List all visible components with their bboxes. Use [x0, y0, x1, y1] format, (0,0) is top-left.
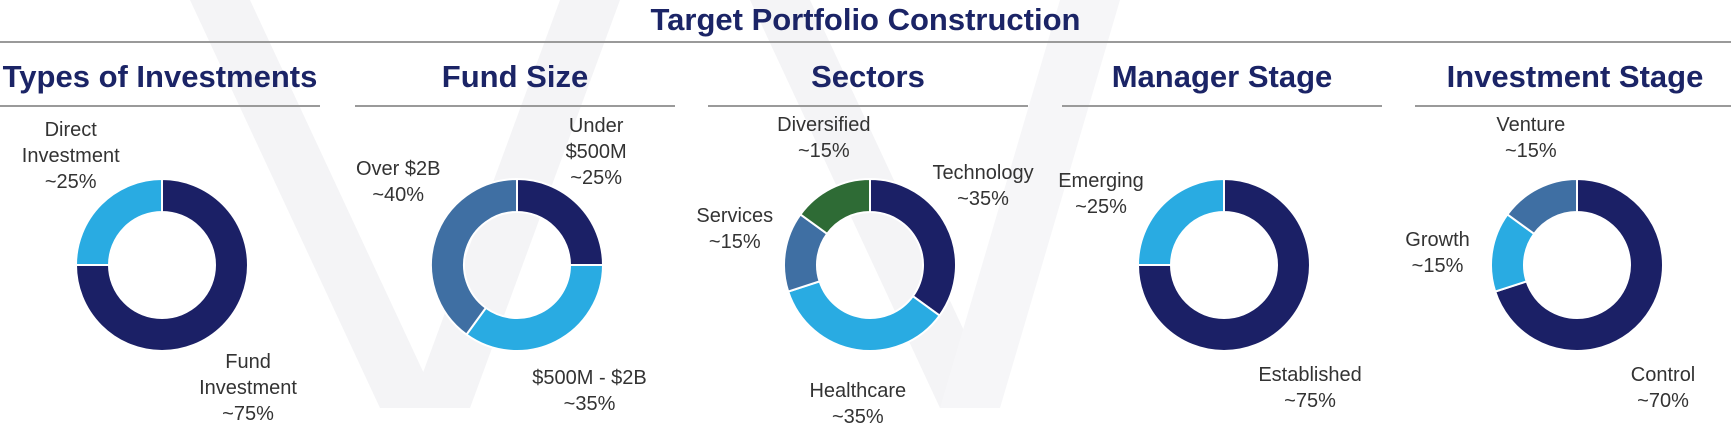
donut-chart [1490, 177, 1664, 352]
slice-label: Diversified ~15% [777, 114, 871, 163]
chart-types-of-investments: Types of Investments Fund Investment ~75… [0, 55, 355, 425]
donut-chart [430, 177, 605, 352]
slice-label: Emerging ~25% [1058, 170, 1144, 218]
chart-title-divider [708, 105, 1028, 107]
title-divider [0, 41, 1731, 43]
slice-label: Under $500M ~25% [565, 114, 627, 189]
slice-label: Venture ~15% [1496, 114, 1566, 163]
chart-sectors: Sectors Technology ~35% Healthcare ~35% Se… [696, 55, 1063, 428]
chart-title: Manager Stage [1111, 59, 1333, 94]
slice-label: Established ~75% [1258, 363, 1362, 412]
donut-slice [1506, 177, 1578, 236]
chart-title: Fund Size [441, 59, 589, 94]
donut-slice [465, 264, 605, 352]
donut-slice [1136, 177, 1225, 266]
slice-label: Technology ~35% [932, 161, 1034, 210]
donut-chart [783, 177, 957, 352]
chart-investment-stage: Investment Stage Control ~70% Growth ~15%… [1405, 55, 1731, 412]
slice-label: Over $2B ~40% [355, 157, 441, 206]
slice-label: Growth ~15% [1405, 228, 1470, 277]
donut-slice [1493, 177, 1664, 352]
donut-slice [799, 177, 871, 236]
chart-title-divider [1415, 105, 1731, 107]
chart-title: Types of Investments [2, 59, 318, 94]
donut-slice [516, 177, 605, 266]
donut-slice [430, 177, 518, 336]
chart-title-divider [355, 105, 675, 107]
page-title: Target Portfolio Construction [650, 2, 1081, 37]
donut-slice [786, 280, 941, 352]
donut-chart [1136, 177, 1311, 352]
donut-slice [74, 177, 163, 266]
slice-label: Control ~70% [1630, 363, 1696, 412]
chart-title-divider [1062, 105, 1382, 107]
chart-title: Investment Stage [1446, 59, 1704, 94]
donut-slice [869, 177, 957, 317]
chart-title: Sectors [811, 59, 925, 94]
donut-slice [74, 177, 249, 352]
slice-label: Services ~15% [696, 204, 774, 253]
donut-slice [1136, 177, 1311, 352]
slice-label: Direct Investment ~25% [21, 119, 120, 194]
chart-title-divider [0, 105, 320, 107]
chart-manager-stage: Manager Stage Established ~75% Emerging ~… [1058, 55, 1417, 412]
chart-fund-size: Fund Size Under $500M ~25% $500M - $2B ~3… [355, 55, 710, 415]
donut-chart [74, 177, 249, 352]
